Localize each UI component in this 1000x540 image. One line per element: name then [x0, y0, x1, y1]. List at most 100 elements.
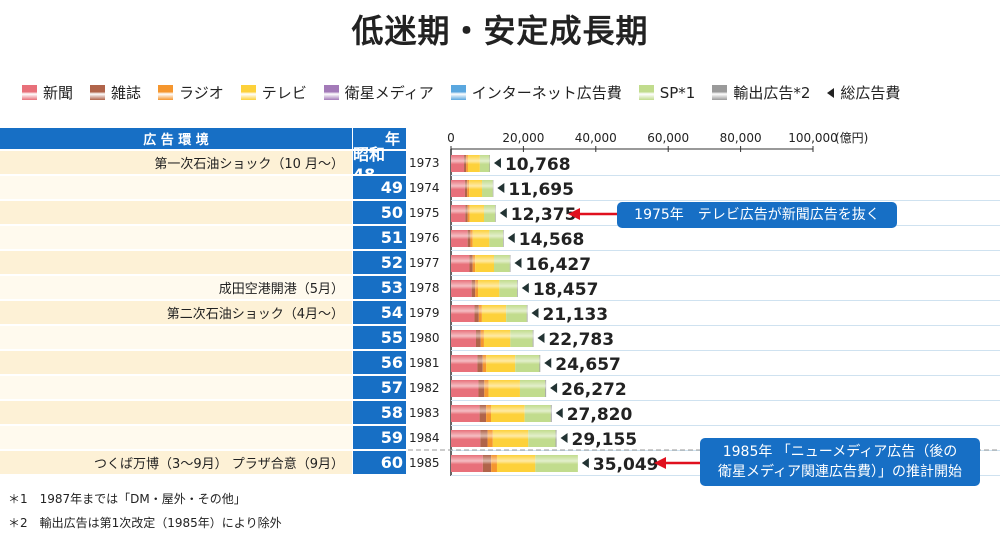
x-tick-label: 100,000	[788, 131, 838, 145]
legend-label: 雑誌	[111, 84, 142, 102]
total-label: 22,783	[548, 330, 614, 350]
legend-label: 総広告費	[840, 84, 901, 102]
bar-gloss	[451, 430, 557, 447]
era-year-cell: 50	[353, 201, 406, 225]
legend-label: テレビ	[261, 84, 307, 102]
x-tick-label: 60,000	[647, 131, 689, 145]
era-year-cell: 54	[353, 301, 406, 325]
year-label: 1975	[409, 206, 440, 220]
year-label: 1979	[409, 306, 440, 320]
total-marker-icon	[521, 283, 529, 293]
legend-swatch	[638, 85, 654, 100]
total-label: 18,457	[533, 280, 599, 300]
year-label: 1985	[409, 456, 440, 470]
legend-label: 輸出広告*2	[733, 84, 811, 102]
era-year-cell: 51	[353, 226, 406, 250]
legend-swatch	[323, 85, 339, 100]
environment-cell	[0, 401, 352, 425]
callout-1975: 1975年 テレビ広告が新聞広告を抜く	[617, 202, 897, 228]
total-label: 26,272	[561, 380, 627, 400]
legend-label: 新聞	[43, 84, 74, 102]
legend-item: SP*1	[638, 84, 695, 102]
total-label: 12,375	[511, 205, 577, 225]
legend-swatch	[712, 85, 728, 100]
callout-1985-line1: 1985年 「ニューメディア広告（後の	[722, 444, 958, 460]
environment-cell: つくば万博（3〜9月） プラザ合意（9月）	[0, 451, 352, 475]
legend-item: 衛星メディア	[323, 82, 434, 103]
environment-cell	[0, 426, 352, 450]
total-label: 14,568	[519, 230, 585, 250]
legend: 新聞 雑誌 ラジオ テレビ 衛星メディア インターネット広告費 SP*1 輸出広告*2 総広告費	[22, 82, 917, 103]
bar-gloss	[451, 355, 541, 372]
era-year-cell: 49	[353, 176, 406, 200]
arrowhead-icon	[654, 457, 666, 469]
environment-cell: 第一次石油ショック（10 月〜）	[0, 151, 352, 175]
total-marker-icon	[555, 408, 563, 418]
legend-item: テレビ	[240, 82, 307, 103]
bar-gloss	[451, 305, 528, 322]
environment-cell	[0, 326, 352, 350]
legend-swatch	[22, 85, 37, 100]
total-marker-icon	[497, 183, 505, 193]
era-year-cell: 58	[353, 401, 406, 425]
legend-label: 衛星メディア	[344, 84, 434, 102]
year-label: 1983	[409, 406, 440, 420]
total-label: 16,427	[525, 255, 591, 275]
bar-gloss	[451, 455, 578, 472]
total-marker-icon	[550, 383, 558, 393]
legend-item: インターネット広告費	[450, 82, 622, 103]
header-environment: 広 告 環 境	[0, 128, 352, 149]
year-label: 1973	[409, 156, 440, 170]
bar-gloss	[451, 405, 552, 422]
era-year-cell: 56	[353, 351, 406, 375]
year-label: 1974	[409, 181, 440, 195]
callout-1985-line2: 衛星メディア関連広告費）」の推計開始	[717, 464, 963, 480]
era-year-cell: 55	[353, 326, 406, 350]
x-tick-label: 0	[447, 131, 455, 145]
legend-swatch	[450, 85, 466, 100]
header-year: 年	[353, 128, 406, 149]
x-tick-label: 20,000	[502, 131, 544, 145]
legend-item: 新聞	[22, 82, 73, 103]
triangle-left-icon	[827, 87, 835, 98]
legend-item: 輸出広告*2	[712, 82, 810, 103]
total-label: 27,820	[567, 405, 633, 425]
environment-cell	[0, 201, 352, 225]
environment-cell	[0, 226, 352, 250]
total-marker-icon	[537, 333, 545, 343]
environment-cell	[0, 176, 352, 200]
total-marker-icon	[507, 233, 515, 243]
legend-label: ラジオ	[179, 84, 224, 102]
year-label: 1980	[409, 331, 440, 345]
environment-cell	[0, 376, 352, 400]
bar-gloss	[451, 255, 511, 272]
x-tick-label: 80,000	[720, 131, 762, 145]
chart-title: 低迷期・安定成長期	[351, 12, 649, 50]
environment-cell	[0, 351, 352, 375]
bar-gloss	[451, 205, 496, 222]
total-marker-icon	[560, 433, 568, 443]
bar-gloss	[451, 280, 518, 297]
total-label: 10,768	[505, 155, 571, 175]
year-label: 1977	[409, 256, 440, 270]
environment-cell: 第二次石油ショック（4月〜）	[0, 301, 352, 325]
legend-label: インターネット広告費	[471, 84, 622, 102]
total-marker-icon	[514, 258, 522, 268]
callout-1985: 1985年 「ニューメディア広告（後の 衛星メディア関連広告費）」の推計開始	[700, 438, 980, 486]
bar-gloss	[451, 230, 504, 247]
arrowhead-icon	[568, 208, 580, 220]
legend-swatch	[158, 85, 174, 100]
era-year-cell: 60	[353, 451, 406, 475]
footnote-2: ＊2 輸出広告は第1次改定（1985年）により除外	[8, 516, 282, 530]
era-year-cell: 59	[353, 426, 406, 450]
footnote-1: ＊1 1987年までは「DM・屋外・その他」	[8, 492, 246, 506]
total-marker-icon	[499, 208, 507, 218]
environment-cell: 成田空港開港（5月）	[0, 276, 352, 300]
legend-swatch	[240, 85, 256, 100]
total-label: 29,155	[572, 430, 638, 450]
bar-gloss	[451, 180, 494, 197]
total-marker-icon	[544, 358, 552, 368]
legend-item: 総広告費	[827, 82, 900, 103]
year-label: 1978	[409, 281, 440, 295]
total-label: 35,049	[593, 455, 659, 475]
